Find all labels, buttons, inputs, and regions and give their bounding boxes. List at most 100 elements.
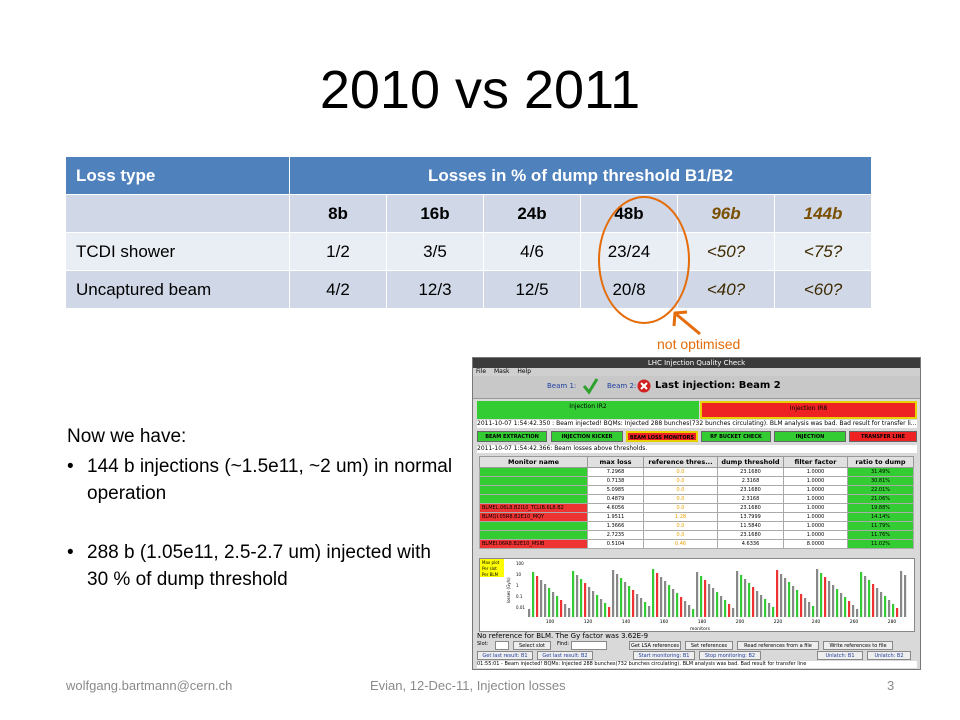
row-label: Uncaptured beam (65, 270, 290, 309)
slot-label: Slot: (477, 641, 489, 647)
table-row: Uncaptured beam 4/2 12/3 12/5 20/8 <40? … (65, 270, 873, 309)
monitor-row[interactable]: 7.2968 0.0 23.1680 1.0000 31.49% (479, 467, 914, 477)
find-input[interactable] (571, 641, 607, 650)
monitor-row[interactable]: 2.7235 0.0 23.1680 1.0000 11.76% (479, 530, 914, 540)
column-header[interactable]: reference thres... (643, 456, 718, 468)
menu-item[interactable]: Mask (493, 368, 510, 375)
get-lsa-references-button[interactable]: Get LSA references (629, 641, 681, 650)
get-last-result-b1-button[interactable]: Get last result: B1 (477, 651, 533, 660)
status-line: 01:55:01 - Beam injected! BQMs: Injected… (477, 661, 917, 668)
plot-bar (764, 599, 767, 617)
plot-legend-item: Max plot (482, 560, 500, 565)
tab-rf-bucket-check[interactable]: RF BUCKET CHECK (701, 431, 771, 442)
footer-event: Evian, 12-Dec-11, Injection losses (370, 678, 566, 693)
tab-injection-kicker[interactable]: INJECTION KICKER (551, 431, 623, 442)
unlatch-b2-button[interactable]: Unlatch: B2 (867, 651, 911, 660)
beam1-label: Beam 1: (547, 382, 577, 390)
plot-xtick: 260 (850, 619, 859, 625)
monitor-row[interactable]: BLMEL.06L8.B2I10_TCLIB.6L8.B2 4.6056 0.0 23… (479, 503, 914, 513)
tab-injection-oscillations[interactable]: INJECTION OSCILLATIONS (774, 431, 846, 451)
select-slot-button[interactable]: Select slot (513, 641, 551, 650)
stop-monitoring-b2-button[interactable]: Stop monitoring: B2 (699, 651, 761, 660)
beam2-label: Beam 2: (607, 382, 637, 390)
column-header[interactable]: ratio to dump (847, 456, 914, 468)
menu-item[interactable]: File (476, 368, 487, 375)
monitor-cell: 0.4879 (587, 494, 644, 504)
monitor-row[interactable]: 5.0985 0.0 23.1680 1.0000 22.01% (479, 485, 914, 495)
injection-ir2[interactable]: Injection IR2 (477, 401, 699, 419)
monitor-row[interactable]: 1.3666 0.0 11.5840 1.0000 11.79% (479, 521, 914, 531)
monitor-row[interactable]: 0.7138 0.0 2.3168 1.0000 30.81% (479, 476, 914, 486)
find-label: Find: (557, 641, 569, 647)
monitor-cell: 23.1680 (717, 467, 784, 477)
plot-bar (780, 574, 783, 617)
table-subheader-row: 8b 16b 24b 48b 96b 144b (65, 194, 873, 233)
monitor-cell: 0.5104 (587, 539, 644, 549)
column-header[interactable]: max loss (587, 456, 644, 468)
bullet-text: 288 b (1.05e11, 2.5-2.7 um) injected wit… (87, 542, 431, 590)
plot-bar (548, 588, 551, 617)
menu-item[interactable]: Help (517, 368, 532, 375)
plot-bar (712, 588, 715, 617)
plot-bar (884, 596, 887, 617)
column-header[interactable]: dump threshold (717, 456, 784, 468)
plot-bar (736, 571, 739, 617)
tab-beam-loss-monitors[interactable]: BEAM LOSS MONITORS (626, 431, 698, 442)
monitor-cell: 1.9511 (587, 512, 644, 522)
plot-bar (532, 572, 535, 617)
plot-xtick: 180 (698, 619, 707, 625)
monitor-cell: 1.3666 (587, 521, 644, 531)
plot-bar (668, 585, 671, 617)
monitor-cell: 21.06% (847, 494, 914, 504)
plot-bar (848, 601, 851, 617)
get-last-result-b2-button[interactable]: Get last result: B2 (537, 651, 593, 660)
tab-beam-extraction[interactable]: BEAM EXTRACTION (477, 431, 547, 442)
plot-ytick: 100 (516, 561, 524, 566)
monitor-row[interactable]: BLMEI.06R8.B2E10_MSIB 0.5104 0.46 4.6336 8.0… (479, 539, 914, 549)
plot-ytick: 0.01 (516, 605, 525, 610)
plot-legend-item: Per slot (482, 566, 497, 571)
monitor-row[interactable]: 0.4879 0.0 2.3168 1.0000 21.06% (479, 494, 914, 504)
write-references-button[interactable]: Write references to file (823, 641, 893, 650)
monitor-cell: 23.1680 (717, 485, 784, 495)
plot-bar (692, 609, 695, 617)
plot-bar (812, 606, 815, 617)
set-references-button[interactable]: Set references (685, 641, 733, 650)
monitor-cell: 1.0000 (783, 521, 848, 531)
plot-ytick: 1 (516, 583, 519, 588)
plot-bar (552, 592, 555, 617)
plot-xtick: 140 (622, 619, 631, 625)
unlatch-b1-button[interactable]: Unlatch: B1 (817, 651, 863, 660)
injection-ir8[interactable]: Injection IR8 (700, 401, 917, 419)
plot-bar (716, 592, 719, 617)
monitor-cell (479, 476, 588, 486)
table-cell: 4/2 (289, 270, 387, 309)
column-header[interactable]: filter factor (783, 456, 848, 468)
plot-ylabel: losses (Gy/s) (506, 577, 511, 603)
plot-bar (664, 581, 667, 617)
monitor-row[interactable]: BLMQI.05R8.B2E10_MQY 1.9511 1.28 13.7999 1.0… (479, 512, 914, 522)
monitor-cell: 0.0 (643, 485, 718, 495)
plot-bar (804, 598, 807, 617)
plot-xtick: 280 (888, 619, 897, 625)
table-cell: 12/5 (483, 270, 581, 309)
table-header-row: Loss type Losses in % of dump threshold … (65, 156, 873, 195)
header-loss-type: Loss type (65, 156, 290, 195)
read-references-button[interactable]: Read references from a file (737, 641, 819, 650)
slot-input[interactable] (495, 641, 509, 650)
column-header[interactable]: Monitor name (479, 456, 588, 468)
plot-bar (808, 602, 811, 617)
plot-bar (600, 599, 603, 617)
tab-transfer-line[interactable]: TRANSFER LINE (849, 431, 917, 442)
subheader-cell: 8b (289, 194, 387, 233)
plot-xtick: 120 (584, 619, 593, 625)
plot-bar (860, 572, 863, 617)
monitoring-controls: Get last result: B1 Get last result: B2 … (477, 651, 917, 660)
monitor-cell: 11.5840 (717, 521, 784, 531)
monitor-cell: 2.3168 (717, 494, 784, 504)
monitor-cell: 1.0000 (783, 530, 848, 540)
start-monitoring-b1-button[interactable]: Start monitoring: B1 (633, 651, 695, 660)
plot-bar (704, 580, 707, 617)
reference-message: No reference for BLM. The Gy factor was … (477, 632, 649, 640)
plot-bar (612, 570, 615, 617)
